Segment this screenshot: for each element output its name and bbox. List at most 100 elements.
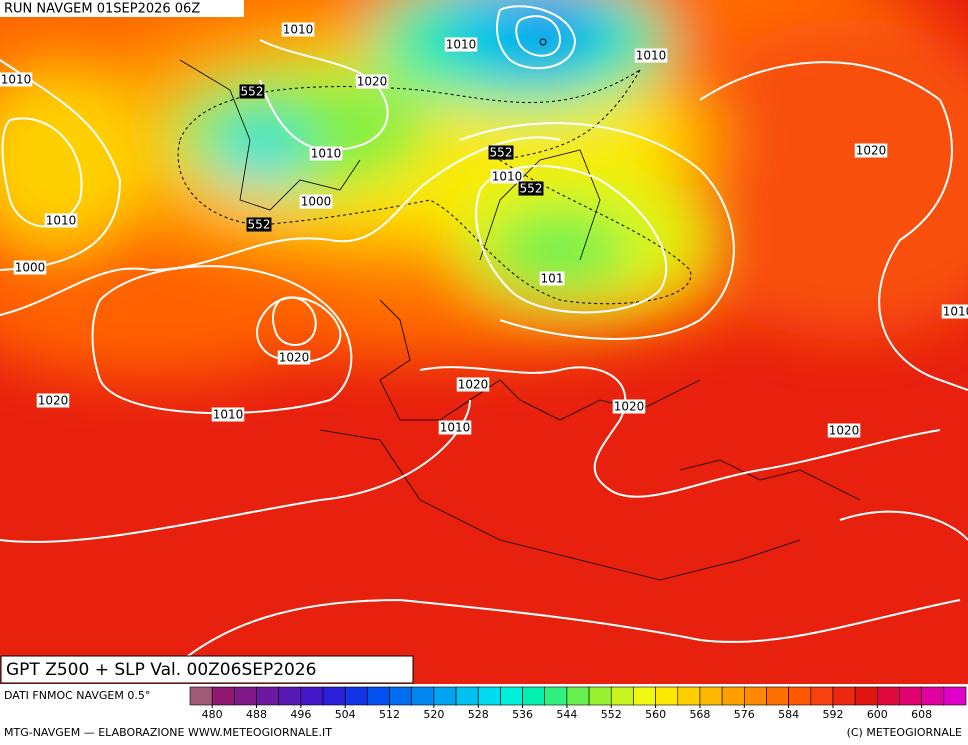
z500-label: 552: [241, 85, 264, 99]
colorbar-tick-label: 568: [689, 708, 710, 721]
colorbar-swatch: [300, 686, 324, 706]
slp-label-box: [539, 271, 565, 286]
slp-label: 1020: [279, 351, 310, 365]
colorbar-swatch: [433, 686, 457, 706]
colorbar-swatch: [677, 686, 701, 706]
slp-label: 1010: [213, 408, 244, 422]
colorbar-tick-label: 496: [290, 708, 311, 721]
colorbar-swatch: [189, 686, 213, 706]
colorbar-swatch: [943, 686, 967, 706]
colorbar-tick-label: 560: [645, 708, 666, 721]
footer-right: (C) METEOGIORNALE: [847, 726, 962, 739]
slp-label: 1020: [856, 144, 887, 158]
colorbar-swatch: [899, 686, 922, 706]
slp-label: 101: [541, 272, 564, 286]
colorbar-swatch: [278, 686, 302, 706]
slp-label-box: [456, 377, 490, 392]
colorbar-tick-label: 600: [867, 708, 888, 721]
slp-label: 1000: [15, 261, 46, 275]
colorbar-swatch: [810, 686, 834, 706]
slp-label: 1010: [636, 49, 667, 63]
colorbar-tick-label: 576: [734, 708, 755, 721]
colorbar-tick-label: 520: [423, 708, 444, 721]
slp-label: 1020: [829, 424, 860, 438]
colorbar-tick-label: 544: [556, 708, 577, 721]
colorbar-swatch: [610, 686, 634, 706]
slp-label-box: [277, 350, 311, 365]
colorbar-swatch: [655, 686, 679, 706]
z500-label-box: [518, 181, 544, 196]
colorbar-swatch: [832, 686, 856, 706]
colorbar-swatch: [921, 686, 945, 706]
colorbar-swatch: [367, 686, 390, 706]
slp-label-box: [309, 146, 343, 161]
colorbar-tick-label: 552: [601, 708, 622, 721]
z500-label: 552: [248, 218, 271, 232]
colorbar-swatch: [344, 686, 368, 706]
z500-label: 552: [490, 146, 513, 160]
colorbar-tick-label: 536: [512, 708, 533, 721]
colorbar-swatch: [234, 686, 257, 706]
colorbar-source: DATI FNMOC NAVGEM 0.5°: [4, 689, 150, 702]
colorbar-tick-label: 528: [468, 708, 489, 721]
caption-box: [0, 655, 414, 684]
z500-label-box: [246, 217, 272, 232]
slp-label: 1010: [943, 305, 968, 319]
colorbar-swatch: [788, 686, 812, 706]
colorbar-swatch: [877, 686, 900, 706]
low-center: [539, 38, 547, 46]
colorbar-tick-label: 480: [202, 708, 223, 721]
slp-label-box: [634, 48, 668, 63]
slp-label-box: [438, 420, 472, 435]
z500-label-box: [488, 145, 514, 160]
slp-label-box: [13, 260, 47, 275]
colorbar-swatch: [500, 686, 523, 706]
slp-label-box: [490, 169, 524, 184]
colorbar: 480 488 496 504 512 520 528 536 544 552 560 568 576 5…: [189, 686, 967, 721]
colorbar-tick-label: 584: [778, 708, 799, 721]
colorbar-swatch: [477, 686, 501, 706]
slp-label-box: [444, 37, 478, 52]
slp-label: 1010: [311, 147, 342, 161]
slp-label-box: [0, 72, 33, 87]
colorbar-swatch: [854, 686, 878, 706]
slp-label: 1010: [440, 421, 471, 435]
slp-label-box: [211, 407, 245, 422]
colorbar-swatch: [766, 686, 789, 706]
colorbar-swatch: [721, 686, 745, 706]
slp-label: 1020: [38, 394, 69, 408]
slp-label-box: [281, 22, 315, 37]
colorbar-tick-label: 504: [335, 708, 356, 721]
colorbar-swatch: [322, 686, 346, 706]
slp-label-box: [941, 304, 968, 319]
colorbar-swatch: [699, 686, 723, 706]
slp-label: 1010: [492, 170, 523, 184]
slp-label-box: [827, 423, 861, 438]
colorbar-tick-label: 488: [246, 708, 267, 721]
map-field: [0, 0, 968, 684]
slp-label: 1010: [1, 73, 32, 87]
colorbar-tick-label: 592: [822, 708, 843, 721]
colorbar-swatch: [544, 686, 568, 706]
footer-left: MTG-NAVGEM — ELABORAZIONE WWW.METEOGIORN…: [4, 726, 332, 739]
colorbar-swatch: [522, 686, 546, 706]
colorbar-swatch: [211, 686, 235, 706]
run-title: RUN NAVGEM 01SEP2026 06Z: [4, 2, 200, 17]
colorbar-swatch: [588, 686, 612, 706]
slp-label: 1020: [357, 75, 388, 89]
colorbar-swatch: [411, 686, 435, 706]
slp-label: 1010: [46, 214, 77, 228]
colorbar-swatch: [743, 686, 767, 706]
colorbar-swatch: [389, 686, 413, 706]
slp-label: 1010: [283, 23, 314, 37]
slp-label: 1000: [301, 195, 332, 209]
colorbar-tick-label: 608: [911, 708, 932, 721]
colorbar-swatch: [633, 686, 656, 706]
slp-label-box: [299, 194, 333, 209]
title-box: [0, 0, 244, 17]
colorbar-tick-label: 512: [379, 708, 400, 721]
map-caption: GPT Z500 + SLP Val. 00Z06SEP2026: [6, 660, 317, 680]
slp-label-box: [355, 74, 389, 89]
slp-label: 1010: [446, 38, 477, 52]
